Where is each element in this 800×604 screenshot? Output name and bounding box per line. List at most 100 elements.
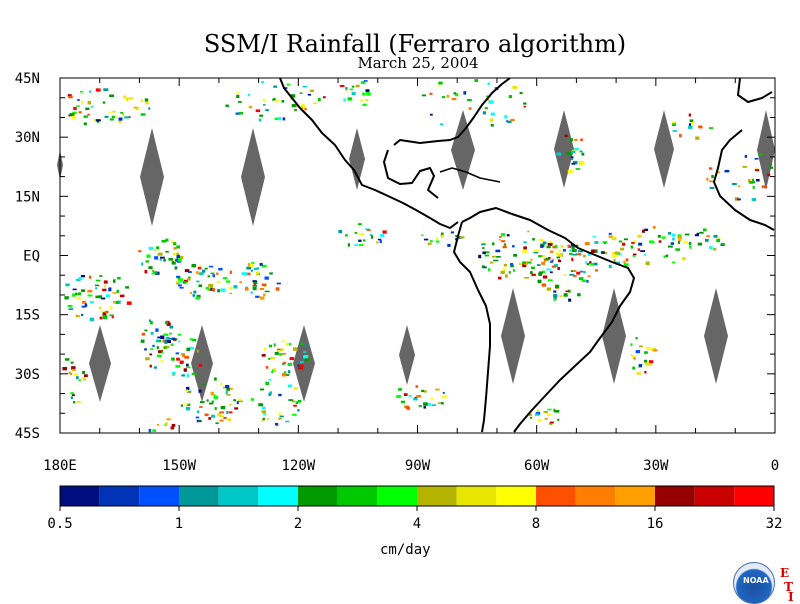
rain-cell [563,293,568,297]
rain-cell [304,358,310,362]
map-title: SSM/I Rainfall (Ferraro algorithm) [203,30,627,58]
rain-cell [103,285,107,288]
rain-cell [217,289,221,293]
rain-cell [492,242,495,246]
rain-cell [593,262,598,266]
colorbar-swatch [694,486,735,506]
rain-cell [440,402,444,405]
rain-cell [579,270,584,273]
coastline-north-america [279,77,459,229]
colorbar-swatch [337,486,378,506]
rain-cell [634,240,637,243]
rain-cell [206,399,209,402]
rain-cell [430,397,434,400]
rain-cell [274,422,278,426]
rain-cell [579,150,583,153]
rain-cell [95,88,101,92]
rain-cell [262,417,265,421]
rain-cell [587,252,591,256]
rain-cell [542,275,548,279]
rain-cell [102,315,108,320]
rain-cell [365,89,370,93]
rain-cell [677,241,680,245]
rain-cell [72,288,77,291]
rain-cell [227,418,232,421]
rain-cell [104,115,109,118]
rain-cell [731,183,737,186]
rain-cell [366,229,371,231]
rain-cell [538,272,542,276]
rain-cell [579,161,585,165]
rain-cell [102,312,106,316]
rain-cell [140,99,143,102]
rain-cell [482,251,487,255]
colorbar-units: cm/day [380,542,431,558]
rain-cell [197,420,202,422]
rain-cell [577,293,581,297]
rain-cell [233,399,236,402]
rain-cell [769,163,772,166]
rain-cell [531,273,536,276]
rain-cell [78,379,81,382]
rain-cell [292,400,296,403]
rain-cell [273,368,276,372]
rain-cell [642,229,645,233]
rain-cell [501,240,506,243]
rain-cell [403,393,408,396]
rain-cell [405,405,410,410]
rain-cell [158,350,163,354]
swath-gap [191,325,213,402]
rain-cell [239,281,242,283]
rain-cell [226,394,231,396]
coastline-greenland [737,77,773,103]
rain-cell [529,413,532,417]
rain-cell [625,258,629,262]
rain-cell [512,269,516,272]
rain-cell [181,374,186,377]
rain-cell [72,369,76,371]
rain-cell [421,94,427,97]
rain-cell [166,322,171,326]
rain-cell [348,98,352,100]
rain-cell [549,271,553,274]
rain-cell [274,351,279,355]
rain-cell [427,242,432,245]
rain-cell [193,290,197,294]
rain-cell [568,298,572,302]
rain-cell [212,288,215,292]
rain-cell [164,422,168,426]
colorbar-swatch [139,486,179,506]
rain-cell [81,313,84,317]
rain-cell [478,254,482,259]
rain-cell [299,360,304,364]
rain-cell [83,122,87,126]
rain-cell [637,248,641,251]
rain-cell [236,401,239,405]
rain-cell [631,241,635,244]
swath-gap [501,288,525,384]
rain-cell [467,99,472,102]
rain-cell [96,121,99,123]
rain-cell [277,117,282,121]
rain-cell [468,107,472,110]
rain-cell [69,113,75,116]
rain-cell [71,366,76,370]
rain-cell [270,357,276,359]
rain-cell [638,364,643,367]
rain-cell [297,364,301,367]
lon-label: 120W [281,458,315,474]
rain-cell [268,357,271,360]
rain-cell [558,249,561,252]
rain-cell [299,92,303,94]
rain-cell [101,297,106,300]
rain-cell [261,283,267,286]
rain-cell [474,79,478,82]
rain-cell [255,295,260,298]
rain-cell [577,253,582,256]
rain-cell [613,258,616,263]
rain-cell [427,403,431,406]
rain-cell [546,413,551,416]
rain-cell [258,403,264,407]
rain-cell [266,418,270,420]
rain-cell [196,410,200,413]
